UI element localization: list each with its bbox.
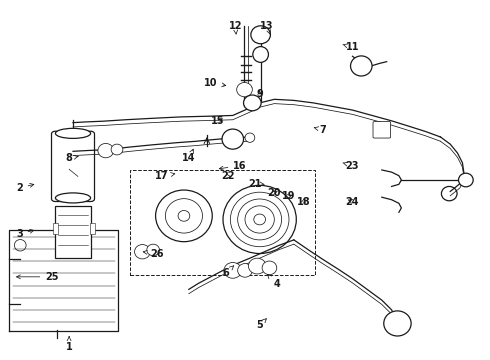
Ellipse shape — [55, 129, 91, 138]
Text: 16: 16 — [220, 161, 247, 171]
Text: 10: 10 — [204, 78, 226, 88]
Ellipse shape — [135, 244, 150, 259]
Bar — [90, 223, 95, 234]
Ellipse shape — [111, 144, 123, 155]
Text: 18: 18 — [297, 197, 311, 207]
Ellipse shape — [253, 46, 269, 62]
Bar — [55, 206, 91, 258]
Ellipse shape — [224, 262, 242, 278]
Text: 3: 3 — [16, 229, 34, 239]
Text: 13: 13 — [260, 21, 274, 34]
Text: 4: 4 — [268, 275, 280, 289]
Text: 6: 6 — [222, 266, 234, 278]
Text: 12: 12 — [228, 21, 242, 34]
Ellipse shape — [384, 311, 411, 336]
Text: 14: 14 — [182, 149, 196, 163]
Text: 15: 15 — [211, 116, 225, 126]
Bar — [53, 223, 58, 234]
Text: 25: 25 — [17, 272, 59, 282]
Text: 24: 24 — [346, 197, 359, 207]
Text: 26: 26 — [143, 248, 164, 258]
Text: 1: 1 — [66, 337, 73, 352]
Ellipse shape — [238, 264, 252, 277]
Text: 21: 21 — [248, 179, 264, 189]
Ellipse shape — [245, 133, 255, 142]
Ellipse shape — [248, 258, 266, 274]
Ellipse shape — [222, 129, 244, 149]
Ellipse shape — [147, 244, 159, 256]
FancyBboxPatch shape — [373, 122, 391, 138]
Ellipse shape — [244, 95, 261, 111]
Text: 22: 22 — [221, 171, 235, 181]
Ellipse shape — [350, 56, 372, 76]
Text: 5: 5 — [256, 319, 267, 330]
Ellipse shape — [459, 173, 473, 187]
FancyBboxPatch shape — [51, 131, 95, 202]
Ellipse shape — [55, 193, 91, 203]
Text: 8: 8 — [66, 153, 78, 163]
Ellipse shape — [262, 261, 277, 275]
Text: 2: 2 — [16, 183, 34, 193]
Text: 19: 19 — [282, 191, 296, 201]
Text: 7: 7 — [314, 125, 326, 135]
Bar — [130, 170, 315, 275]
Ellipse shape — [98, 143, 114, 158]
Text: 20: 20 — [268, 188, 281, 198]
Text: 9: 9 — [256, 89, 263, 99]
Ellipse shape — [254, 214, 266, 225]
Text: 17: 17 — [155, 171, 175, 181]
Ellipse shape — [178, 211, 190, 221]
Text: 11: 11 — [343, 42, 359, 52]
Ellipse shape — [251, 26, 270, 44]
Text: 23: 23 — [343, 161, 359, 171]
Ellipse shape — [237, 82, 252, 97]
